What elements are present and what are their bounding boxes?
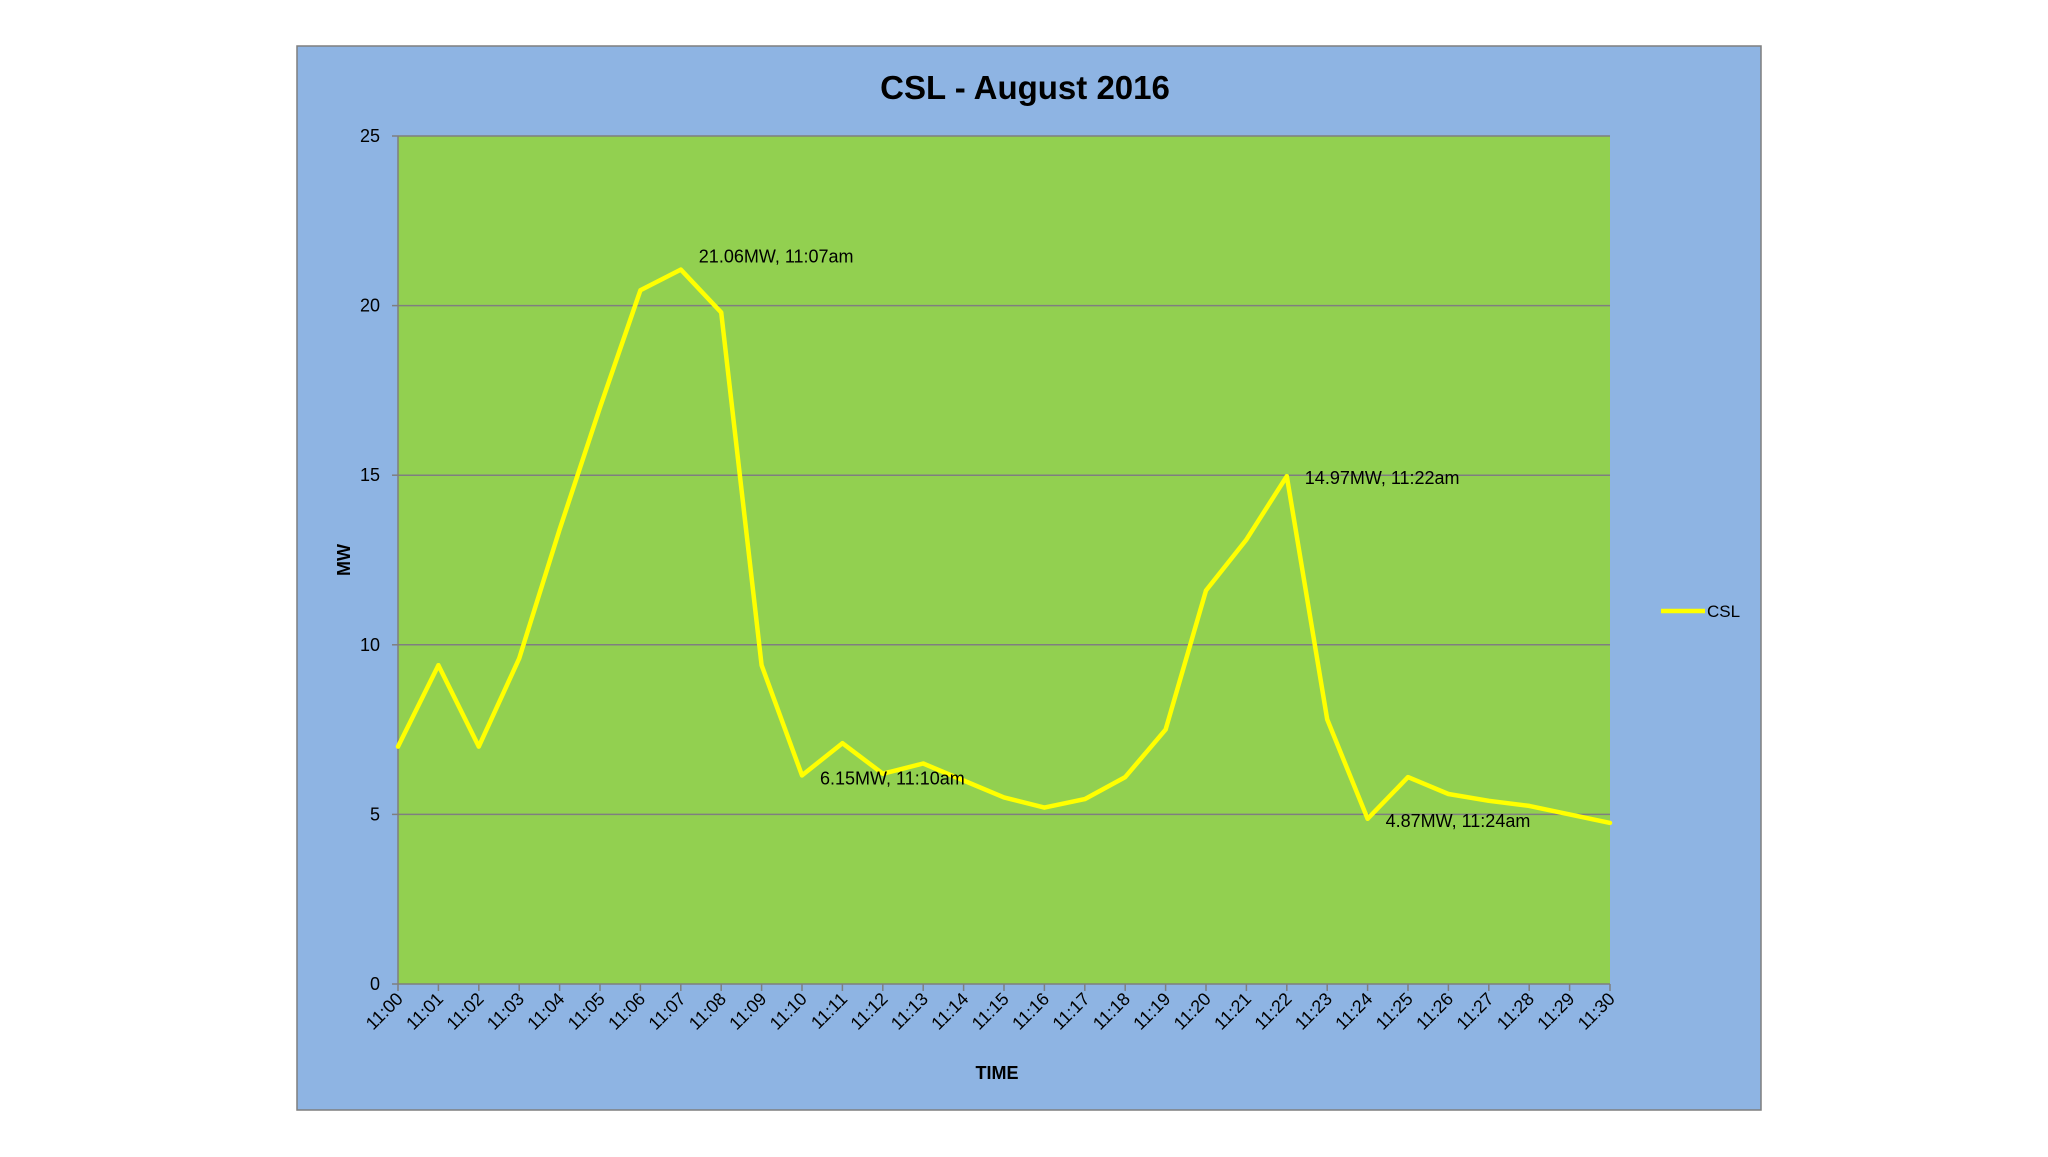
data-label: 6.15MW, 11:10am [820, 768, 965, 788]
data-point [719, 310, 724, 315]
data-point [1002, 795, 1006, 800]
data-point [1163, 727, 1168, 732]
data-point [759, 663, 764, 668]
data-point [436, 663, 441, 668]
x-axis-title: TIME [976, 1063, 1019, 1083]
data-point [1365, 816, 1370, 821]
legend-label-csl: CSL [1707, 602, 1740, 621]
data-point [1204, 588, 1208, 593]
legend: CSL [1661, 602, 1740, 621]
data-point [800, 773, 804, 778]
y-tick-label: 5 [370, 804, 380, 824]
data-point [1123, 775, 1128, 780]
annotations: 21.06MW, 11:07am 6.15MW, 11:10am 14.97MW, … [699, 247, 1531, 831]
y-tick-label: 15 [360, 465, 380, 485]
data-point [1284, 474, 1289, 479]
data-point [961, 778, 966, 783]
data-point [840, 741, 845, 746]
gridlines [398, 135, 1610, 816]
data-point [678, 267, 683, 272]
plot-area-background [398, 136, 1610, 984]
data-point [476, 744, 481, 749]
data-point [638, 288, 643, 293]
data-point [880, 771, 885, 776]
data-point [921, 761, 926, 766]
data-point [1042, 805, 1047, 810]
y-tick-label: 0 [370, 974, 380, 994]
chart-title: CSL - August 2016 [880, 69, 1170, 106]
data-point [1244, 537, 1249, 542]
y-axis-title: MW [334, 544, 354, 576]
series-group [395, 267, 1613, 826]
data-point [1608, 820, 1612, 825]
y-tick-label: 25 [360, 126, 380, 146]
data-point [1527, 803, 1532, 808]
data-point [1082, 797, 1087, 802]
y-tick-label: 10 [360, 635, 380, 655]
data-point [396, 744, 400, 749]
data-label: 14.97MW, 11:22am [1305, 468, 1460, 488]
y-tick-label: 20 [360, 296, 380, 316]
data-point [517, 656, 522, 661]
data-point [1325, 717, 1330, 722]
data-label: 4.87MW, 11:24am [1386, 811, 1531, 831]
data-point [557, 527, 562, 532]
data-point [598, 405, 602, 410]
data-point [1406, 775, 1410, 780]
data-point [1446, 792, 1451, 797]
data-label: 21.06MW, 11:07am [699, 247, 854, 267]
data-point [1486, 798, 1491, 803]
data-point [1567, 812, 1572, 817]
